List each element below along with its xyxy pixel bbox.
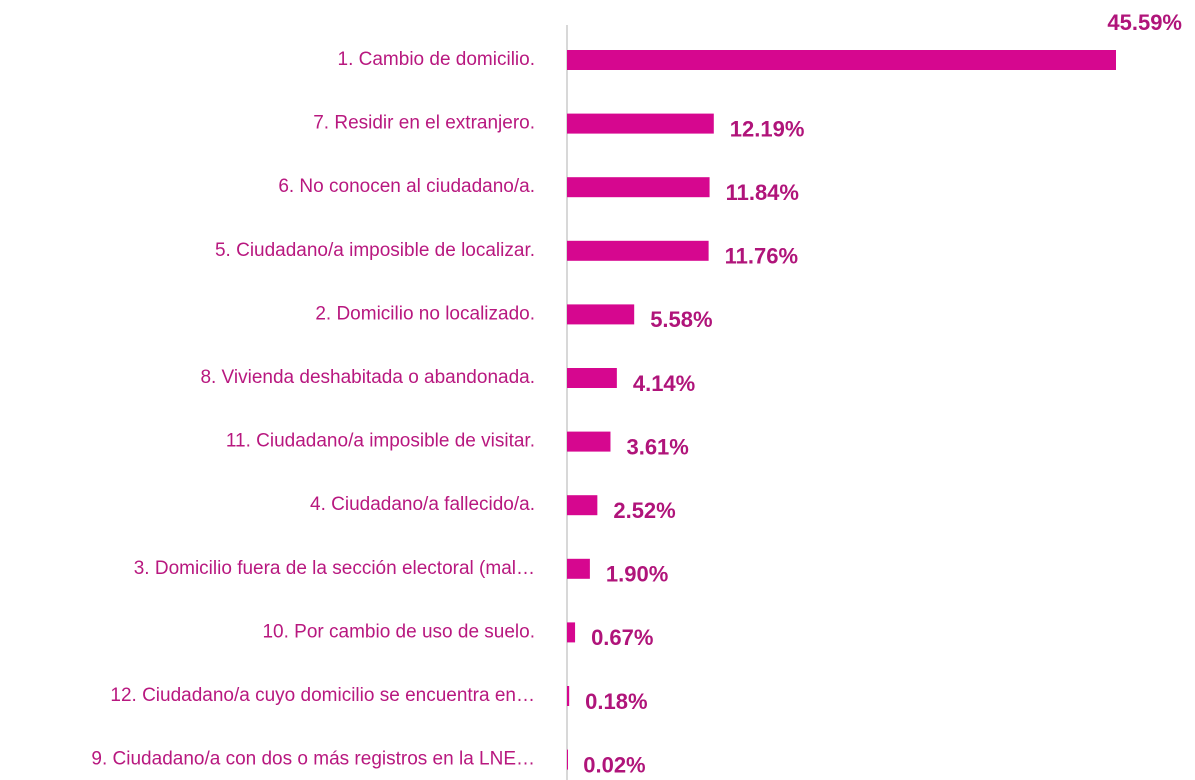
value-label: 12.19%: [730, 116, 805, 141]
bar: [567, 368, 617, 388]
category-label: 7. Residir en el extranjero.: [313, 113, 535, 134]
category-label: 9. Ciudadano/a con dos o más registros e…: [91, 749, 535, 770]
value-label: 11.76%: [725, 244, 798, 269]
bar: [567, 495, 598, 516]
category-label: 3. Domicilio fuera de la sección elector…: [134, 558, 535, 579]
category-label: 11. Ciudadano/a imposible de visitar.: [226, 431, 535, 452]
value-label: 11.84%: [726, 180, 799, 205]
bar: [567, 749, 568, 770]
category-label: 6. No conocen al ciudadano/a.: [278, 176, 535, 197]
category-label: 2. Domicilio no localizado.: [315, 303, 535, 324]
bar: [567, 558, 590, 579]
category-label: 4. Ciudadano/a fallecido/a.: [310, 494, 535, 515]
value-label: 3.61%: [626, 434, 688, 459]
bar: [567, 240, 709, 261]
value-label: 45.59%: [1107, 10, 1182, 35]
value-label: 0.02%: [583, 752, 645, 777]
value-label: 0.67%: [591, 625, 653, 650]
bar: [567, 622, 576, 643]
category-label: 5. Ciudadano/a imposible de localizar.: [215, 240, 535, 261]
bar: [567, 177, 710, 198]
bar: [567, 113, 714, 134]
bar: [567, 686, 570, 706]
bar: [567, 431, 611, 452]
category-label: 12. Ciudadano/a cuyo domicilio se encuen…: [110, 685, 535, 706]
value-label: 5.58%: [650, 307, 712, 332]
value-label: 0.18%: [585, 689, 647, 714]
category-label: 1. Cambio de domicilio.: [338, 49, 535, 70]
value-label: 1.90%: [606, 562, 668, 587]
value-label: 2.52%: [613, 498, 675, 523]
category-label: 8. Vivienda deshabitada o abandonada.: [200, 367, 535, 388]
category-label: 10. Por cambio de uso de suelo.: [262, 621, 535, 642]
value-label: 4.14%: [633, 371, 695, 396]
bar: [567, 50, 1116, 70]
bar: [567, 304, 635, 325]
